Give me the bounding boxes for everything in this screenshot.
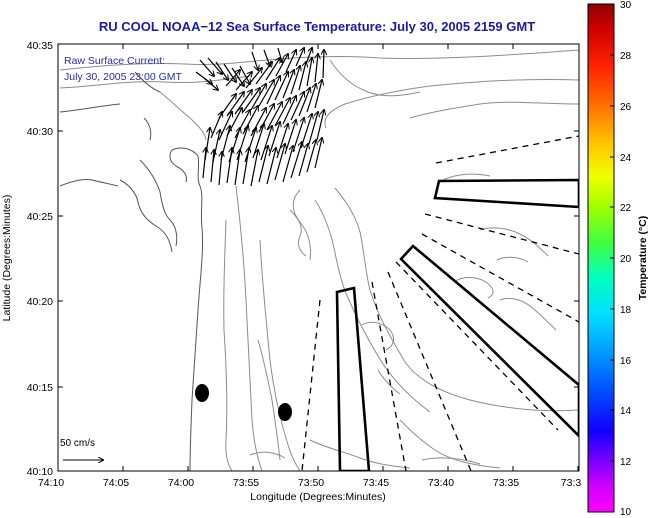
colorbar-tick-label: 30 — [620, 0, 632, 11]
station-marker — [195, 384, 209, 402]
annotation-line-1: Raw Surface Current: — [64, 55, 165, 67]
dashed-transects — [301, 135, 579, 471]
x-tick-labels: 74:10 74:05 74:00 73:55 73:50 73:45 73:4… — [38, 477, 582, 489]
colorbar-label: Temperature (°C) — [637, 216, 649, 301]
colorbar-tick-label: 24 — [620, 153, 632, 164]
x-tick-label: 73:55 — [233, 477, 259, 489]
plot-area — [58, 44, 579, 471]
colorbar-tick-label: 28 — [620, 51, 632, 62]
y-tick-label: 40:25 — [27, 211, 53, 223]
colorbar-tick-label: 14 — [620, 406, 632, 417]
colorbar-tick-label: 12 — [620, 457, 632, 468]
colorbar-tick-label: 20 — [620, 254, 632, 265]
colorbar-tick-label: 18 — [620, 305, 632, 316]
colorbar-tick-label: 22 — [620, 203, 632, 214]
colorbar-tick-label: 26 — [620, 102, 632, 113]
x-tick-label: 74:10 — [38, 477, 64, 489]
y-tick-label: 40:10 — [27, 466, 53, 478]
chart-title: RU COOL NOAA−12 Sea Surface Temperature:… — [99, 19, 535, 34]
y-tick-label: 40:35 — [27, 40, 53, 52]
x-axis-label: Longitude (Degrees:Minutes) — [250, 491, 385, 503]
x-tick-label: 74:00 — [168, 477, 194, 489]
y-tick-label: 40:15 — [27, 382, 53, 394]
axis-tick-marks — [57, 44, 579, 471]
y-tick-labels: 40:35 40:30 40:25 40:20 40:15 40:10 — [27, 40, 53, 478]
coastline — [59, 71, 204, 471]
x-tick-label: 74:05 — [103, 477, 129, 489]
annotation-line-2: July 30, 2005 23:00 GMT — [64, 71, 182, 83]
y-axis-label: Latitude (Degrees:Minutes) — [1, 195, 13, 322]
colorbar-tick-marks — [610, 54, 614, 462]
y-tick-label: 40:30 — [27, 126, 53, 138]
x-tick-label: 73:40 — [428, 477, 454, 489]
x-tick-label: 73:35 — [493, 477, 519, 489]
station-marker — [278, 403, 292, 421]
contour-lines — [59, 49, 579, 471]
map-content — [59, 48, 579, 471]
x-tick-label: 73:3 — [561, 477, 582, 489]
outlined-sectors — [335, 178, 579, 471]
current-vectors — [195, 48, 324, 187]
colorbar-tick-label: 10 — [620, 507, 632, 518]
x-tick-label: 73:45 — [363, 477, 389, 489]
scale-label: 50 cm/s — [60, 438, 95, 449]
x-tick-label: 73:50 — [298, 477, 324, 489]
y-tick-label: 40:20 — [27, 296, 53, 308]
colorbar-tick-label: 16 — [620, 356, 632, 367]
colorbar-tick-labels: 30 28 26 24 22 20 18 16 14 12 10 — [620, 0, 632, 518]
